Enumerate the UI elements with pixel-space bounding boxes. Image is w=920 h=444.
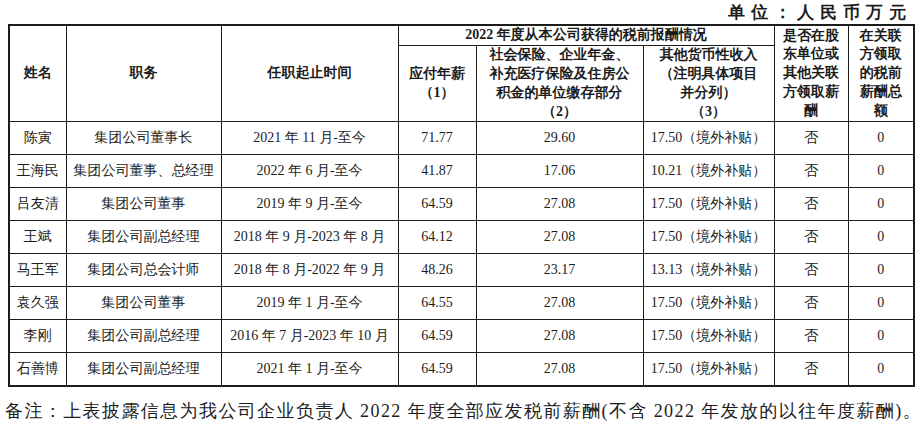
cell-term: 2016 年 7 月-2023 年 10 月 [221,320,398,353]
page: { "unit_label": "单位：人民币万元", "table": { "… [0,0,920,444]
compensation-table: 姓名 职务 任职起止时间 2022 年度从本公司获得的税前报酬情况 是否在股 东… [8,24,915,387]
header-insurance: 社会保险、企业年金、 补充医疗保险及住房公 积金的单位缴存部分 （2） [476,45,643,122]
cell-term: 2021 年 1 月-至今 [221,353,398,386]
header-related-total: 在关联 方领取 的税前 薪酬总 额 [848,25,914,122]
cell-other-income: 17.50（境外补贴） [643,320,774,353]
cell-position: 集团公司董事长 [66,122,221,155]
table-row: 陈寅 集团公司董事长 2021 年 11 月-至今 71.77 29.60 17… [9,122,914,155]
cell-position: 集团公司董事 [66,287,221,320]
cell-name: 马王军 [9,254,66,287]
cell-position: 集团公司董事 [66,188,221,221]
table-row: 王海民 集团公司董事、总经理 2022 年 6 月-至今 41.87 17.06… [9,155,914,188]
cell-insurance: 27.08 [476,188,643,221]
cell-salary: 64.55 [398,287,476,320]
cell-name: 王斌 [9,221,66,254]
cell-salary: 41.87 [398,155,476,188]
cell-position: 集团公司副总经理 [66,353,221,386]
header-group-2022-compensation: 2022 年度从本公司获得的税前报酬情况 [398,25,774,45]
cell-related-flag: 否 [774,320,848,353]
cell-term: 2018 年 8 月-2022 年 9 月 [221,254,398,287]
cell-name: 吕友清 [9,188,66,221]
cell-insurance: 27.08 [476,287,643,320]
cell-term: 2022 年 6 月-至今 [221,155,398,188]
cell-related-flag: 否 [774,221,848,254]
cell-insurance: 23.17 [476,254,643,287]
cell-term: 2019 年 1 月-至今 [221,287,398,320]
header-term: 任职起止时间 [221,25,398,122]
cell-other-income: 10.21（境外补贴） [643,155,774,188]
header-name: 姓名 [9,25,66,122]
cell-term: 2019 年 9 月-至今 [221,188,398,221]
header-salary: 应付年薪 （1） [398,45,476,122]
cell-term: 2018 年 9 月-2023 年 8 月 [221,221,398,254]
unit-label: 单位：人民币万元 [728,1,912,24]
cell-related-flag: 否 [774,188,848,221]
cell-name: 袁久强 [9,287,66,320]
cell-insurance: 17.06 [476,155,643,188]
cell-salary: 64.59 [398,188,476,221]
header-other-income: 其他货币性收入 （注明具体项目 并分列） （3） [643,45,774,122]
cell-related-flag: 否 [774,287,848,320]
cell-term: 2021 年 11 月-至今 [221,122,398,155]
cell-position: 集团公司董事、总经理 [66,155,221,188]
cell-related-total: 0 [848,188,914,221]
cell-related-total: 0 [848,287,914,320]
cell-other-income: 17.50（境外补贴） [643,188,774,221]
table-row: 石善博 集团公司副总经理 2021 年 1 月-至今 64.59 27.08 1… [9,353,914,386]
table-row: 袁久强 集团公司董事 2019 年 1 月-至今 64.55 27.08 17.… [9,287,914,320]
cell-related-total: 0 [848,122,914,155]
header-position: 职务 [66,25,221,122]
cell-related-flag: 否 [774,155,848,188]
cell-position: 集团公司总会计师 [66,254,221,287]
cell-salary: 71.77 [398,122,476,155]
table-row: 马王军 集团公司总会计师 2018 年 8 月-2022 年 9 月 48.26… [9,254,914,287]
cell-name: 李刚 [9,320,66,353]
cell-salary: 64.12 [398,221,476,254]
cell-insurance: 27.08 [476,353,643,386]
cell-related-total: 0 [848,353,914,386]
cell-name: 石善博 [9,353,66,386]
cell-related-flag: 否 [774,353,848,386]
table-header: 姓名 职务 任职起止时间 2022 年度从本公司获得的税前报酬情况 是否在股 东… [9,25,914,122]
cell-other-income: 17.50（境外补贴） [643,287,774,320]
cell-related-total: 0 [848,320,914,353]
cell-position: 集团公司副总经理 [66,320,221,353]
cell-related-total: 0 [848,221,914,254]
header-related-flag: 是否在股 东单位或 其他关联 方领取薪 酬 [774,25,848,122]
table-row: 吕友清 集团公司董事 2019 年 9 月-至今 64.59 27.08 17.… [9,188,914,221]
cell-related-flag: 否 [774,254,848,287]
cell-related-total: 0 [848,155,914,188]
table-row: 李刚 集团公司副总经理 2016 年 7 月-2023 年 10 月 64.59… [9,320,914,353]
cell-position: 集团公司副总经理 [66,221,221,254]
cell-salary: 48.26 [398,254,476,287]
table-body: 陈寅 集团公司董事长 2021 年 11 月-至今 71.77 29.60 17… [9,122,914,386]
footnote: 备注：上表披露信息为我公司企业负责人 2022 年度全部应发税前薪酬(不含 20… [5,399,917,423]
cell-other-income: 17.50（境外补贴） [643,353,774,386]
cell-name: 王海民 [9,155,66,188]
cell-related-total: 0 [848,254,914,287]
table-row: 王斌 集团公司副总经理 2018 年 9 月-2023 年 8 月 64.12 … [9,221,914,254]
cell-other-income: 13.13（境外补贴） [643,254,774,287]
cell-related-flag: 否 [774,122,848,155]
header-row-group: 姓名 职务 任职起止时间 2022 年度从本公司获得的税前报酬情况 是否在股 东… [9,25,914,45]
cell-insurance: 27.08 [476,320,643,353]
cell-insurance: 29.60 [476,122,643,155]
cell-insurance: 27.08 [476,221,643,254]
cell-other-income: 17.50（境外补贴） [643,122,774,155]
cell-other-income: 17.50（境外补贴） [643,221,774,254]
cell-name: 陈寅 [9,122,66,155]
cell-salary: 64.59 [398,320,476,353]
cell-salary: 64.59 [398,353,476,386]
